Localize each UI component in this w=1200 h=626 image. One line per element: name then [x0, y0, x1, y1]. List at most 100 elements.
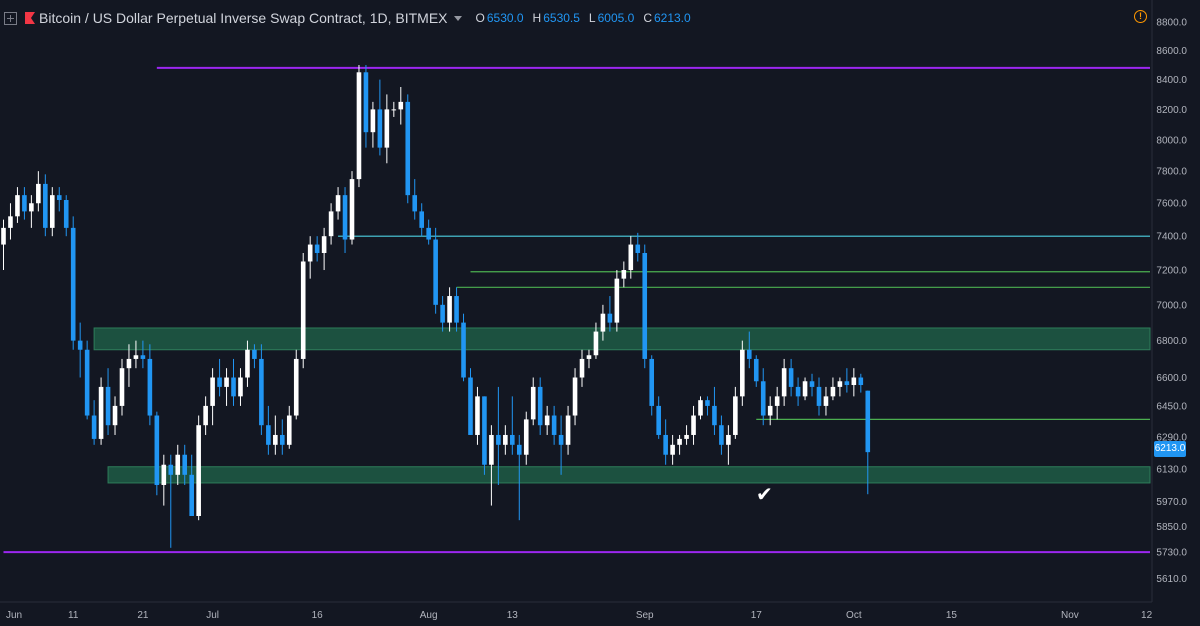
candle — [844, 368, 850, 393]
candle-body — [147, 358, 153, 416]
candle — [168, 454, 174, 548]
candle-body — [670, 444, 675, 455]
candle-body — [300, 261, 306, 359]
candle-body — [781, 368, 787, 397]
price-axis[interactable]: 8800.0 8600.0 8400.0 8200.0 8000.0 7800.0 7600… — [1156, 18, 1187, 585]
candle-body — [537, 386, 543, 426]
candle — [370, 101, 376, 148]
candle — [740, 340, 745, 406]
candle-body — [15, 195, 20, 217]
candle-body — [398, 101, 404, 110]
alert-icon[interactable]: ! — [1134, 10, 1147, 23]
candle — [649, 355, 655, 416]
candle-body — [600, 313, 606, 332]
candle-body — [363, 72, 369, 133]
candle — [300, 252, 306, 369]
candle-body — [203, 405, 208, 426]
candle-body — [489, 434, 494, 465]
candle — [328, 203, 334, 245]
candle-body — [767, 405, 773, 416]
candle-body — [70, 227, 76, 341]
candle-body — [802, 381, 808, 397]
candle-body — [77, 340, 83, 350]
candle-body — [447, 296, 452, 323]
candle-body — [119, 368, 125, 406]
checkmark-icon: ✔ — [756, 484, 773, 506]
time-tick-label: Aug — [420, 610, 438, 621]
price-tick-label: 8800.0 — [1156, 18, 1187, 29]
candle — [196, 415, 201, 521]
horizontal-levels[interactable] — [3, 66, 1151, 554]
candle — [530, 377, 536, 426]
candle-body — [698, 400, 703, 416]
candle-body — [307, 244, 313, 262]
candle — [454, 287, 459, 332]
candle-body — [530, 386, 536, 420]
candle-body — [238, 377, 243, 397]
candle — [551, 405, 557, 445]
candle-body — [691, 415, 696, 435]
candle — [719, 415, 724, 455]
candle — [105, 368, 111, 435]
candle-body — [43, 183, 48, 228]
candle — [203, 396, 208, 435]
candle-body — [56, 195, 62, 200]
candle-body — [482, 396, 487, 465]
candle — [607, 296, 613, 332]
zone-1 — [107, 466, 1151, 484]
candle — [426, 219, 431, 245]
candle-body — [189, 474, 194, 517]
candle — [70, 216, 76, 350]
candle-body — [823, 396, 829, 406]
candle — [579, 349, 585, 387]
candle — [63, 195, 69, 237]
candle-body — [36, 183, 41, 204]
candle — [572, 368, 578, 426]
candle-body — [335, 195, 341, 212]
candle-body — [377, 109, 383, 148]
candle — [795, 377, 801, 406]
candle — [614, 270, 620, 332]
price-tick-label: 6800.0 — [1156, 336, 1187, 347]
candle-body — [22, 195, 27, 212]
candle — [419, 203, 424, 237]
high-value: 6530.5 — [543, 11, 580, 25]
symbol-title[interactable]: Bitcoin / US Dollar Perpetual Inverse Sw… — [39, 10, 448, 26]
candle-body — [656, 405, 661, 435]
candle — [621, 261, 627, 288]
candle — [259, 344, 264, 435]
chevron-down-icon[interactable] — [453, 15, 462, 21]
candle — [56, 187, 62, 212]
candle — [712, 386, 717, 435]
candle-body — [140, 355, 146, 359]
candle — [482, 396, 487, 475]
expand-icon[interactable] — [4, 11, 17, 25]
candle-body — [795, 386, 801, 397]
low-value: 6005.0 — [597, 11, 635, 25]
candle-body — [433, 239, 438, 305]
candle — [112, 396, 118, 435]
candle-body — [356, 72, 362, 180]
candle-body — [774, 396, 780, 406]
candle — [816, 377, 822, 416]
candle — [544, 405, 550, 435]
candle — [670, 434, 675, 465]
time-axis[interactable]: Jun 11 21 Jul 16 Aug 13 Sep 17 Oct 15 Nov 12 — [6, 610, 1153, 621]
price-tick-label: 6450.0 — [1156, 401, 1187, 412]
candle — [760, 368, 766, 426]
candle-body — [726, 434, 731, 445]
candle — [307, 236, 313, 279]
candle-body — [286, 415, 292, 445]
candle-body — [8, 216, 13, 228]
close-label: C — [643, 11, 652, 25]
candle-body — [328, 211, 334, 237]
price-tick-label: 8400.0 — [1156, 75, 1187, 86]
candle — [84, 340, 90, 420]
candle-body — [217, 377, 222, 387]
time-tick-label: 12 — [1141, 610, 1153, 621]
candle — [231, 358, 236, 406]
candle-body — [621, 270, 627, 279]
candle-body — [175, 454, 181, 475]
low-label: L — [588, 11, 596, 25]
